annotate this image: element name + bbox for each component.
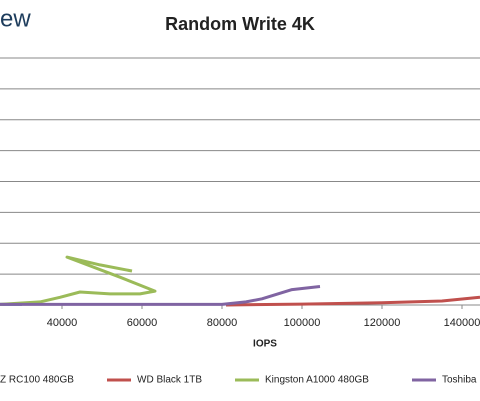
legend-label: Toshiba xyxy=(442,375,477,386)
x-tick-label: 140000 xyxy=(444,317,480,329)
x-tick-label: 120000 xyxy=(364,317,401,329)
series-line xyxy=(225,295,480,307)
chart-title: Random Write 4K xyxy=(165,14,315,34)
x-tick-label: 80000 xyxy=(207,317,238,329)
series-line xyxy=(0,255,157,306)
x-tick-label: 60000 xyxy=(127,317,158,329)
legend-label: WD Black 1TB xyxy=(137,375,202,386)
x-tick-label: 100000 xyxy=(284,317,321,329)
x-axis-title: IOPS xyxy=(253,339,277,350)
x-tick-label: 40000 xyxy=(47,317,78,329)
legend-label: Z RC100 480GB xyxy=(0,375,74,386)
legend-label: Kingston A1000 480GB xyxy=(265,375,369,386)
series-line xyxy=(0,285,321,306)
watermark: ew xyxy=(0,5,31,32)
